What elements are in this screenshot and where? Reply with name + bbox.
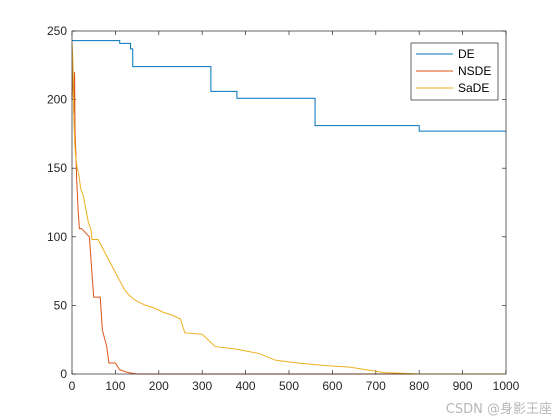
legend-box <box>410 42 499 101</box>
x-tick-label: 200 <box>149 379 169 393</box>
legend-label-nsde: NSDE <box>458 64 491 78</box>
y-tick-label: 200 <box>47 93 67 107</box>
x-tick-label: 300 <box>192 379 212 393</box>
x-tick-label: 500 <box>279 379 299 393</box>
watermark: CSDN @身影王座 <box>445 402 552 417</box>
legend: DE NSDE SaDE <box>410 42 499 101</box>
series-lines <box>71 40 506 375</box>
x-tick-label: 800 <box>409 379 429 393</box>
y-tick-label: 50 <box>54 298 68 312</box>
x-tick-label: 0 <box>69 379 76 393</box>
x-tick-label: 400 <box>236 379 256 393</box>
x-tick-label: 600 <box>322 379 342 393</box>
y-tick-label: 0 <box>60 367 67 381</box>
x-tick-label: 100 <box>105 379 125 393</box>
x-tick-label: 1000 <box>493 379 520 393</box>
x-tick-label: 900 <box>453 379 473 393</box>
series-line-sade <box>71 43 506 375</box>
series-line-de <box>72 40 506 132</box>
series-line-nsde <box>71 59 506 375</box>
x-tick-label: 700 <box>366 379 386 393</box>
legend-label-de: DE <box>458 47 475 61</box>
axes-ticks: 0 100 200 300 400 500 600 700 800 900 1000 0 50 100 15… <box>47 24 520 393</box>
y-tick-label: 150 <box>47 161 67 175</box>
plot-frame <box>71 30 507 375</box>
legend-label-sade: SaDE <box>458 81 489 95</box>
y-tick-label: 250 <box>47 24 67 38</box>
y-tick-label: 100 <box>47 230 67 244</box>
